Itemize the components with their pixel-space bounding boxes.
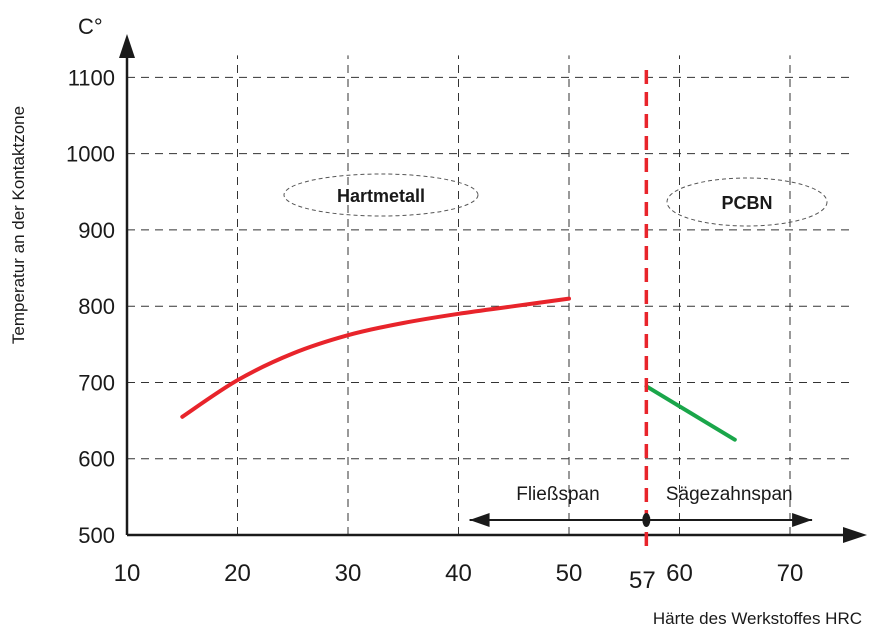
x-tick-label: 50 (556, 560, 583, 587)
y-tick-label: 900 (78, 218, 115, 243)
grid (127, 55, 850, 535)
x-tick-label: 40 (445, 560, 472, 587)
label-hartmetall-group: Hartmetall (283, 173, 479, 217)
x-tick-label: 10 (114, 560, 141, 587)
series-line-0 (180, 296, 571, 419)
range-split-dot (642, 513, 651, 527)
x-axis-arrowhead (843, 527, 867, 543)
x-tick-label: 30 (335, 560, 362, 587)
label-hartmetall-ellipse (283, 173, 479, 217)
x-tick-label: 20 (224, 560, 251, 587)
range-arrowhead-right (792, 513, 813, 527)
y-tick-label: 800 (78, 294, 115, 319)
y-tick-labels: 500 600 700 800 900 1000 1100 (66, 65, 115, 548)
y-tick-label: 1100 (68, 65, 115, 90)
label-pcbn-ellipse (666, 177, 828, 227)
threshold-label: 57 (629, 567, 656, 594)
y-unit-label: C° (78, 14, 103, 39)
range-label-0: Fließspan (516, 484, 599, 505)
x-tick-label: 60 (666, 560, 693, 587)
range-annotations: Fließspan Sägezahnspan (469, 484, 813, 527)
label-pcbn-group: PCBN (666, 177, 828, 227)
series-line-1 (644, 384, 737, 442)
y-axis-arrowhead (119, 34, 135, 58)
label-pcbn: PCBN (721, 193, 772, 213)
y-tick-label: 700 (78, 370, 115, 395)
y-tick-label: 600 (78, 447, 115, 472)
label-hartmetall: Hartmetall (337, 186, 425, 206)
series-layer (180, 296, 737, 442)
y-axis-title: Temperatur an der Kontaktzone (9, 106, 28, 344)
range-label-1: Sägezahnspan (666, 484, 793, 505)
x-axis-title: Härte des Werkstoffes HRC (653, 609, 862, 628)
x-tick-labels: 10 20 30 40 50 60 70 (114, 560, 804, 587)
x-tick-label: 70 (777, 560, 804, 587)
y-tick-label: 500 (78, 523, 115, 548)
y-tick-label: 1000 (66, 142, 115, 167)
range-arrowhead-left (469, 513, 490, 527)
